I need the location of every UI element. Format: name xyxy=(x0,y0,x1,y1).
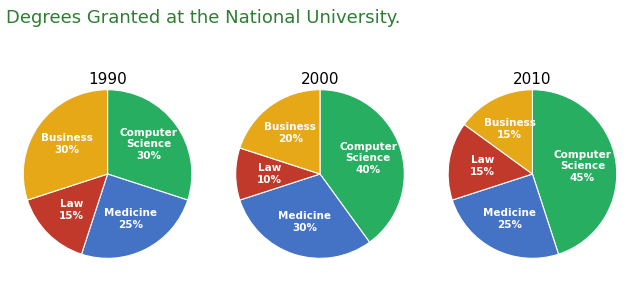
Text: Law
15%: Law 15% xyxy=(470,155,495,177)
Wedge shape xyxy=(23,90,108,200)
Wedge shape xyxy=(28,174,108,254)
Text: Computer
Science
30%: Computer Science 30% xyxy=(120,128,177,161)
Wedge shape xyxy=(240,90,320,174)
Title: 2000: 2000 xyxy=(301,72,339,87)
Title: 1990: 1990 xyxy=(88,72,127,87)
Text: Medicine
25%: Medicine 25% xyxy=(104,208,157,230)
Wedge shape xyxy=(452,174,559,258)
Wedge shape xyxy=(320,90,404,242)
Wedge shape xyxy=(81,174,188,258)
Text: Business
15%: Business 15% xyxy=(484,118,536,140)
Wedge shape xyxy=(464,90,532,174)
Wedge shape xyxy=(532,90,617,254)
Wedge shape xyxy=(240,174,369,258)
Wedge shape xyxy=(448,124,532,200)
Wedge shape xyxy=(236,148,320,200)
Text: Law
10%: Law 10% xyxy=(257,163,282,185)
Text: Computer
Science
40%: Computer Science 40% xyxy=(339,142,397,175)
Text: Business
30%: Business 30% xyxy=(41,133,93,155)
Text: Business
20%: Business 20% xyxy=(264,122,316,144)
Text: Computer
Science
45%: Computer Science 45% xyxy=(554,149,611,183)
Wedge shape xyxy=(108,90,192,200)
Text: Law
15%: Law 15% xyxy=(60,199,84,221)
Title: 2010: 2010 xyxy=(513,72,552,87)
Text: Degrees Granted at the National University.: Degrees Granted at the National Universi… xyxy=(6,9,401,27)
Text: Medicine
30%: Medicine 30% xyxy=(278,211,331,233)
Text: Medicine
25%: Medicine 25% xyxy=(483,208,536,230)
